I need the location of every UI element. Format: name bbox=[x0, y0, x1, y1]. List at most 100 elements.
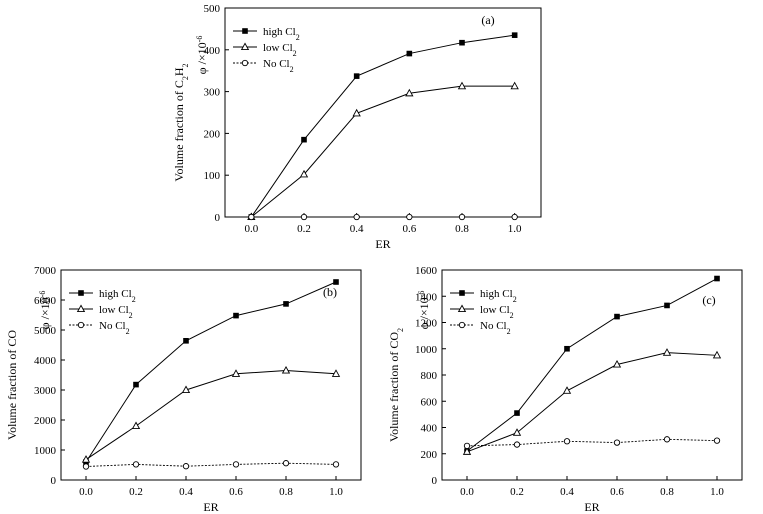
x-tick-label: 0.8 bbox=[455, 223, 469, 235]
y-tick-label: 0 bbox=[215, 212, 221, 224]
legend-label: No Cl bbox=[480, 320, 507, 332]
legend-label-sub: 2 bbox=[296, 33, 300, 42]
y-axis-unit: φ /×10-6 bbox=[38, 291, 53, 330]
data-point-circle bbox=[82, 463, 90, 470]
y-tick-label: 2000 bbox=[34, 415, 57, 427]
legend-label: No Cl bbox=[263, 58, 290, 70]
data-point-triangle bbox=[352, 108, 361, 117]
y-axis-unit-exponent: -6 bbox=[38, 291, 47, 298]
data-point-triangle bbox=[181, 385, 191, 394]
y-axis-title-part: H bbox=[172, 67, 186, 76]
y-axis-title-part: 2 bbox=[181, 76, 190, 80]
data-point-triangle bbox=[712, 350, 722, 359]
x-tick-label: 0.2 bbox=[297, 223, 311, 235]
data-point-square bbox=[664, 302, 670, 309]
data-point-triangle bbox=[512, 428, 522, 436]
x-tick-label: 0.6 bbox=[610, 486, 624, 498]
y-tick-label: 1000 bbox=[34, 445, 57, 457]
panel-label: (c) bbox=[702, 293, 715, 307]
legend-marker-triangle bbox=[240, 42, 250, 51]
y-tick-label: 5000 bbox=[34, 325, 57, 337]
y-tick-label: 1400 bbox=[415, 291, 438, 303]
legend-label: low Cl bbox=[263, 42, 293, 54]
y-axis-title-part: Volume fraction of CO bbox=[387, 332, 401, 442]
y-tick-label: 1000 bbox=[415, 344, 438, 356]
legend-entry: low Cl2 bbox=[263, 42, 297, 58]
legend-label-sub: 2 bbox=[513, 295, 517, 304]
panel-label: (b) bbox=[323, 285, 337, 299]
legend-marker-triangle bbox=[76, 304, 86, 313]
data-point-triangle bbox=[562, 386, 572, 394]
series-line-circle bbox=[85, 462, 337, 467]
y-tick-label: 3000 bbox=[34, 385, 57, 397]
legend-label: high Cl bbox=[263, 26, 296, 38]
data-point-circle bbox=[563, 438, 571, 445]
legend-label-sub: 2 bbox=[290, 65, 294, 74]
chart-panel-a: 0.0 0.2 0.4 0.6 0.8 1.0 0 100 200 300 400 500 ER Volu… bbox=[172, 3, 542, 251]
x-tick-label: 0.6 bbox=[229, 486, 243, 498]
legend-label-sub: 2 bbox=[507, 327, 511, 336]
plot-frame bbox=[60, 269, 362, 481]
legend-label: No Cl bbox=[99, 320, 126, 332]
y-tick-label: 200 bbox=[204, 128, 221, 140]
chart-panel-b: 0.0 0.2 0.4 0.6 0.8 1.0 0 1000 2000 3000 4000 5000 6… bbox=[5, 265, 362, 514]
legend-label: low Cl bbox=[480, 304, 510, 316]
y-tick-label: 1600 bbox=[415, 265, 438, 277]
legend-entry: No Cl2 bbox=[99, 320, 130, 336]
data-point-triangle bbox=[662, 348, 672, 356]
series-line-square bbox=[85, 281, 337, 463]
data-point-triangle bbox=[331, 369, 341, 377]
data-point-square bbox=[714, 275, 720, 282]
data-point-square bbox=[133, 381, 139, 388]
x-tick-label: 0.2 bbox=[129, 486, 143, 498]
data-point-circle bbox=[406, 213, 413, 221]
legend-label-sub: 2 bbox=[132, 295, 136, 304]
y-tick-label: 6000 bbox=[34, 295, 57, 307]
data-point-triangle bbox=[281, 365, 291, 374]
x-tick-label: 1.0 bbox=[329, 486, 343, 498]
y-axis-unit-exponent: -6 bbox=[195, 36, 204, 43]
x-tick-label: 0.6 bbox=[402, 223, 416, 235]
data-point-square bbox=[459, 39, 465, 46]
y-axis-title: Volume fraction of CO bbox=[5, 330, 19, 440]
y-tick-label: 0 bbox=[432, 475, 438, 487]
data-point-square bbox=[514, 410, 520, 416]
data-point-square bbox=[614, 313, 620, 320]
series-line-square bbox=[466, 278, 718, 452]
y-axis-unit-text: φ /×10 bbox=[38, 297, 52, 329]
y-tick-label: 7000 bbox=[34, 265, 57, 277]
data-point-square bbox=[406, 50, 413, 57]
legend-label: high Cl bbox=[480, 288, 513, 300]
y-axis-unit-text: φ /×10 bbox=[417, 297, 431, 329]
legend-label-sub: 2 bbox=[126, 327, 130, 336]
legend-marker-circle bbox=[77, 321, 85, 329]
data-point-triangle bbox=[457, 81, 467, 90]
legend-entry: high Cl2 bbox=[99, 288, 136, 304]
data-point-circle bbox=[132, 461, 140, 468]
legend-entry: high Cl2 bbox=[480, 288, 517, 304]
data-point-square bbox=[333, 279, 339, 285]
y-axis-unit: φ /×10-6 bbox=[195, 36, 210, 75]
y-tick-label: 500 bbox=[204, 3, 221, 15]
y-axis-title-part: Volume fraction of C bbox=[172, 80, 186, 181]
data-point-square bbox=[511, 32, 518, 38]
data-point-circle bbox=[463, 442, 471, 450]
y-axis-unit: φ /×10-6 bbox=[417, 291, 432, 330]
legend-marker-circle bbox=[241, 59, 249, 67]
data-point-circle bbox=[332, 461, 340, 468]
y-tick-label: 100 bbox=[204, 170, 221, 182]
legend-marker-square bbox=[459, 290, 465, 296]
data-point-circle bbox=[248, 213, 255, 221]
data-point-circle bbox=[513, 441, 521, 448]
series-line-square bbox=[250, 34, 515, 218]
y-axis-title-part: 2 bbox=[396, 328, 405, 332]
data-point-circle bbox=[353, 213, 360, 221]
data-point-triangle bbox=[131, 421, 141, 430]
data-point-square bbox=[183, 338, 189, 344]
x-tick-label: 1.0 bbox=[508, 223, 522, 235]
legend-entry: No Cl2 bbox=[263, 58, 294, 74]
x-tick-label: 0.0 bbox=[460, 486, 474, 498]
data-point-circle bbox=[300, 213, 308, 221]
x-tick-label: 0.4 bbox=[350, 223, 364, 235]
